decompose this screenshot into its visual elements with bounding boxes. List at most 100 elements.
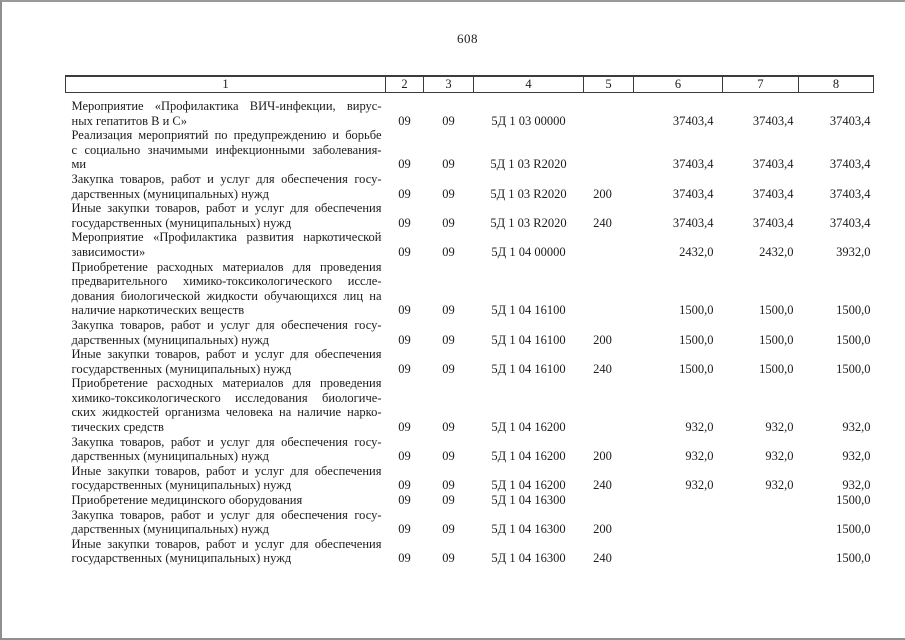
label-line: Иные закупки товаров, работ и услуг для … — [71, 347, 382, 362]
label-line: государственных (муниципальных) нужд — [71, 215, 292, 230]
cell-c2: 09 — [398, 157, 411, 172]
label-line: Иные закупки товаров, работ и услуг для … — [71, 463, 382, 478]
cell-c2: 09 — [398, 303, 411, 318]
row-label: Мероприятие «Профилактика развития нарко… — [66, 230, 386, 259]
header-cell-3: 3 — [423, 75, 474, 93]
cell-c3: 09 — [442, 478, 455, 493]
label-line: Иные закупки товаров, работ и услуг для … — [71, 201, 382, 216]
label-line: Иные закупки товаров, работ и услуг для … — [71, 536, 382, 551]
table-row: Иные закупки товаров, работ и услуг для … — [66, 464, 874, 493]
row-label: Закупка товаров, работ и услуг для обесп… — [66, 435, 386, 464]
label-line: Мероприятие «Профилактика ВИЧ-инфекции, … — [71, 99, 382, 113]
cell-c7: 1500,0 — [759, 303, 794, 318]
cell-c4: 5Д 1 04 16100 — [491, 303, 566, 318]
cell-c5: 200 — [593, 449, 612, 464]
cell-c7: 37403,4 — [752, 186, 794, 201]
cell-c7: 932,0 — [765, 420, 794, 435]
cell-c7: 37403,4 — [752, 157, 794, 172]
table-row: Закупка товаров, работ и услуг для обесп… — [66, 318, 874, 347]
row-label: Закупка товаров, работ и услуг для обесп… — [66, 172, 386, 201]
label-line: предварительного химико-токсикологическо… — [71, 274, 382, 289]
cell-c6: 932,0 — [685, 420, 714, 435]
header-cell-8: 8 — [798, 75, 874, 93]
table-row: Мероприятие «Профилактика ВИЧ-инфекции, … — [66, 93, 874, 129]
cell-c2: 09 — [398, 522, 411, 537]
label-line: дарственных (муниципальных) нужд — [71, 186, 269, 201]
cell-c5 — [584, 93, 634, 129]
label-line: ных гепатитов В и С» — [71, 113, 187, 128]
cell-c8: 1500,0 — [836, 332, 871, 347]
table-row: Иные закупки товаров, работ и услуг для … — [66, 347, 874, 376]
row-label: Закупка товаров, работ и услуг для обесп… — [66, 508, 386, 537]
cell-c4: 5Д 1 03 R2020 — [490, 157, 567, 172]
cell-c5: 240 — [593, 478, 612, 493]
table-row: Реализация мероприятий по предупреждению… — [66, 128, 874, 172]
label-line: с социально значимыми инфекционными забо… — [71, 142, 382, 157]
row-label: Мероприятие «Профилактика ВИЧ-инфекции, … — [66, 93, 386, 129]
cell-c8: 37403,4 — [829, 186, 871, 201]
cell-c3: 09 — [442, 215, 455, 230]
label-line: государственных (муниципальных) нужд — [71, 361, 292, 376]
cell-c3: 09 — [442, 361, 455, 376]
cell-c4: 5Д 1 04 16100 — [491, 332, 566, 347]
label-line: Закупка товаров, работ и услуг для обесп… — [71, 317, 382, 332]
cell-c3: 09 — [442, 551, 455, 566]
cell-c3: 09 — [442, 157, 455, 172]
label-line: государственных (муниципальных) нужд — [71, 551, 292, 566]
label-line: государственных (муниципальных) нужд — [71, 478, 292, 493]
cell-c7: 37403,4 — [752, 113, 794, 128]
cell-c8: 932,0 — [842, 420, 871, 435]
row-label: Иные закупки товаров, работ и услуг для … — [66, 464, 386, 493]
cell-c3: 09 — [442, 420, 455, 435]
label-line: дарственных (муниципальных) нужд — [71, 332, 269, 347]
cell-c4: 5Д 1 04 16100 — [491, 361, 566, 376]
cell-c4: 5Д 1 04 16300 — [491, 522, 566, 537]
cell-c7 — [723, 493, 799, 508]
table-row: Закупка товаров, работ и услуг для обесп… — [66, 508, 874, 537]
label-line: Мероприятие «Профилактика развития нарко… — [71, 230, 382, 245]
cell-c5 — [584, 376, 634, 434]
label-line: Приобретение медицинского оборудования — [71, 493, 303, 508]
label-line: Реализация мероприятий по предупреждению… — [71, 128, 382, 143]
cell-c6: 1500,0 — [679, 303, 714, 318]
table-row: Приобретение медицинского оборудования 09… — [66, 493, 874, 508]
cell-c8: 37403,4 — [829, 157, 871, 172]
cell-c4: 5Д 1 03 R2020 — [490, 215, 567, 230]
table-row: Закупка товаров, работ и услуг для обесп… — [66, 435, 874, 464]
row-label: Иные закупки товаров, работ и услуг для … — [66, 347, 386, 376]
label-line: зависимости» — [71, 244, 146, 259]
header-cell-6: 6 — [633, 75, 723, 93]
cell-c3: 09 — [442, 522, 455, 537]
header-cell-5: 5 — [583, 75, 634, 93]
header-cell-1: 1 — [65, 75, 386, 93]
cell-c8: 1500,0 — [836, 303, 871, 318]
table-row: Иные закупки товаров, работ и услуг для … — [66, 201, 874, 230]
cell-c6: 1500,0 — [679, 332, 714, 347]
row-label: Приобретение медицинского оборудования — [66, 493, 386, 508]
cell-c6: 37403,4 — [672, 157, 714, 172]
label-line: дарственных (муниципальных) нужд — [71, 522, 269, 537]
table-row: Мероприятие «Профилактика развития нарко… — [66, 230, 874, 259]
table-row: Приобретение расходных материалов для пр… — [66, 376, 874, 434]
row-label: Иные закупки товаров, работ и услуг для … — [66, 537, 386, 566]
cell-c3: 09 — [442, 332, 455, 347]
cell-c2: 09 — [398, 420, 411, 435]
label-line: Закупка товаров, работ и услуг для обесп… — [71, 434, 382, 449]
header-cell-2: 2 — [385, 75, 424, 93]
cell-c4: 5Д 1 04 16200 — [491, 449, 566, 464]
label-line: химико-токсикологического исследования б… — [71, 390, 382, 405]
cell-c5: 200 — [593, 186, 612, 201]
cell-c2: 09 — [398, 449, 411, 464]
cell-c4: 5Д 1 03 00000 — [491, 113, 566, 128]
page-number: 608 — [457, 31, 478, 46]
cell-c6: 932,0 — [685, 449, 714, 464]
row-label: Реализация мероприятий по предупреждению… — [66, 128, 386, 172]
cell-c5 — [584, 230, 634, 259]
label-line: тических средств — [71, 420, 164, 435]
cell-c7: 932,0 — [765, 478, 794, 493]
cell-c2: 09 — [398, 478, 411, 493]
cell-c3: 09 — [442, 303, 455, 318]
cell-c6 — [634, 537, 723, 566]
